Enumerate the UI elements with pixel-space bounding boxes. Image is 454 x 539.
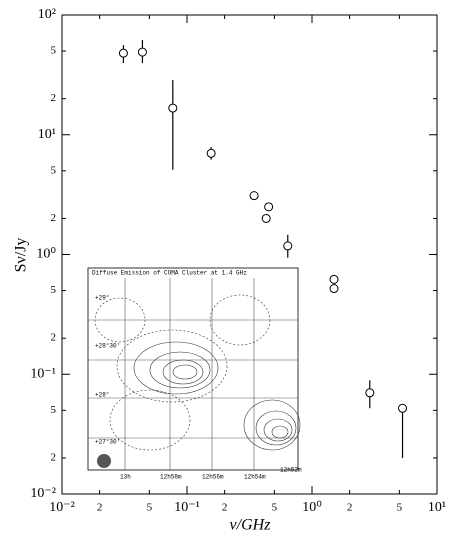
inset-x-label: 12h58m (160, 474, 182, 481)
data-point (262, 214, 270, 222)
x-tick-label: 2 (97, 502, 103, 514)
data-point (169, 104, 177, 112)
x-tick-label: 10⁻² (49, 500, 75, 515)
inset-beam (97, 454, 111, 468)
inset-title: Diffuse Emission of COMA Cluster at 1.4 … (92, 270, 247, 277)
inset-y-label: +28°30' (95, 343, 120, 350)
data-point (250, 192, 258, 200)
x-tick-label: 10⁻¹ (174, 500, 200, 515)
y-tick-label: 10¹ (38, 127, 56, 142)
data-point (399, 404, 407, 412)
inset-map: Diffuse Emission of COMA Cluster at 1.4 … (88, 268, 302, 481)
inset-y-label: +27°30' (95, 439, 120, 446)
data-point (366, 389, 374, 397)
y-tick-label: 5 (51, 164, 57, 176)
page: Diffuse Emission of COMA Cluster at 1.4 … (0, 0, 454, 539)
inset-x-label: 12h54m (244, 474, 266, 481)
y-tick-label: 10⁻² (30, 486, 56, 501)
x-tick-label: 10⁰ (302, 500, 322, 515)
y-tick-label: 10⁻¹ (30, 366, 56, 381)
y-tick-label: 5 (51, 284, 57, 296)
y-tick-label: 2 (51, 451, 57, 463)
data-point (138, 48, 146, 56)
y-tick-label: 5 (51, 404, 57, 416)
inset-x-label: 12h56m (202, 474, 224, 481)
data-point (207, 149, 215, 157)
x-tick-label: 2 (222, 502, 228, 514)
x-tick-label: 10¹ (428, 500, 446, 515)
inset-x-label: 12h52m (280, 467, 302, 474)
y-tick-label: 10² (38, 7, 56, 22)
data-point (284, 242, 292, 250)
data-point (265, 203, 273, 211)
x-tick-label: 5 (397, 502, 403, 514)
y-tick-label: 10⁰ (36, 247, 56, 262)
y-tick-label: 2 (51, 212, 57, 224)
chart: Diffuse Emission of COMA Cluster at 1.4 … (0, 0, 454, 539)
x-axis-label: ν/GHz (230, 517, 272, 534)
y-tick-label: 2 (51, 332, 57, 344)
y-axis-label: Sν/Jy (13, 238, 30, 273)
y-tick-label: 5 (51, 45, 57, 57)
data-point (330, 275, 338, 283)
x-tick-label: 5 (272, 502, 278, 514)
x-tick-label: 5 (147, 502, 153, 514)
x-tick-label: 2 (347, 502, 353, 514)
data-point (330, 285, 338, 293)
inset-y-label: +28° (95, 392, 109, 399)
y-tick-label: 2 (51, 92, 57, 104)
inset-x-label: 13h (120, 474, 131, 481)
inset-y-label: +29° (95, 295, 109, 302)
data-point (119, 49, 127, 57)
